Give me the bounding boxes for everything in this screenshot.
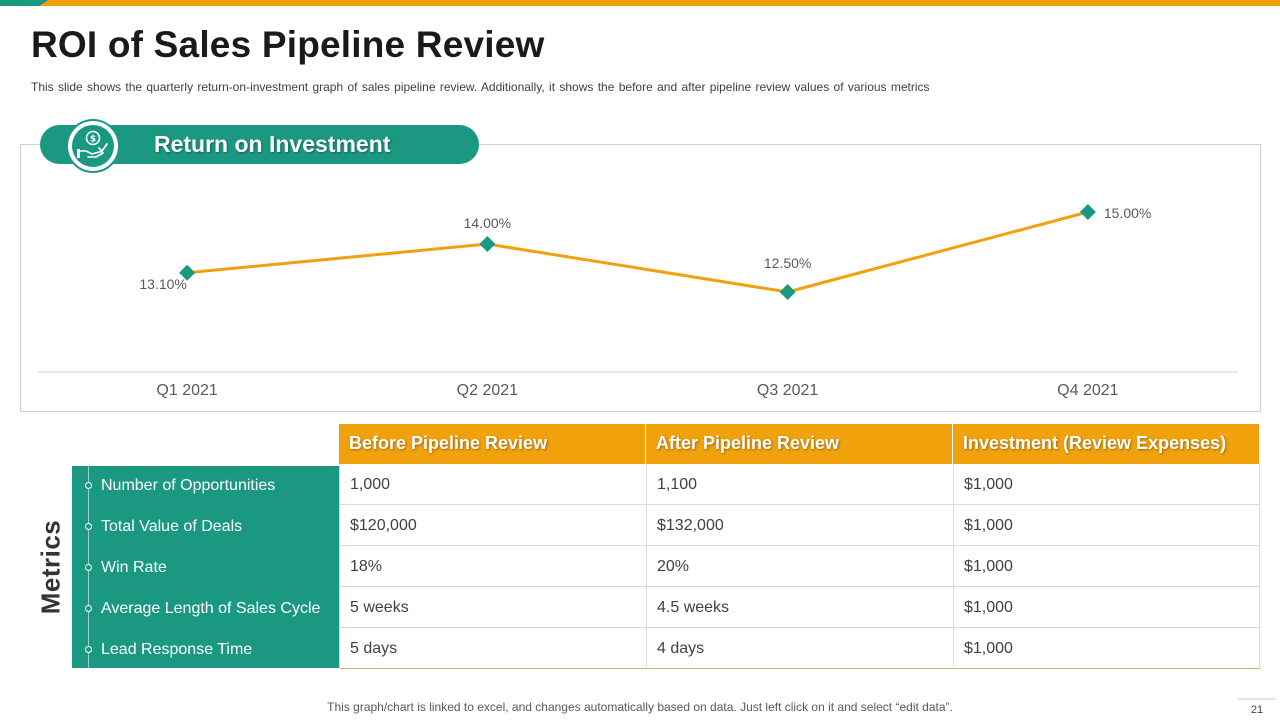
bullet-icon xyxy=(85,482,92,489)
metrics-table: 1,000 1,100 $1,000 $120,000 $132,000 $1,… xyxy=(339,464,1260,669)
roi-icon-badge: $ xyxy=(66,119,120,173)
table-cell-investment: $1,000 xyxy=(953,505,1260,546)
table-header-label: After Pipeline Review xyxy=(656,433,840,453)
x-tick-label: Q2 2021 xyxy=(457,382,518,399)
table-cell-before: $120,000 xyxy=(339,505,646,546)
cell-value: $1,000 xyxy=(964,640,1013,657)
page-subtitle: This slide shows the quarterly return-on… xyxy=(31,80,930,94)
metrics-side-label: Metrics xyxy=(36,466,66,668)
metric-label: Win Rate xyxy=(101,559,167,576)
data-label: 15.00% xyxy=(1104,205,1151,221)
x-tick-label: Q3 2021 xyxy=(757,382,818,399)
table-cell-before: 5 days xyxy=(339,628,646,669)
data-point-marker xyxy=(1079,204,1096,220)
page-number: 21 xyxy=(1238,698,1276,718)
cell-value: 4 days xyxy=(657,640,705,657)
data-point-marker xyxy=(479,236,496,252)
roi-line-chart[interactable]: Q1 2021 Q2 2021 Q3 2021 Q4 2021 13.10% 14.00%… xyxy=(21,145,1262,413)
metric-label: Total Value of Deals xyxy=(101,518,243,535)
cell-value: $1,000 xyxy=(964,558,1013,575)
metrics-side-label-text: Metrics xyxy=(35,519,66,615)
cell-value: 5 weeks xyxy=(350,599,409,616)
page-title: ROI of Sales Pipeline Review xyxy=(31,24,545,65)
data-point-marker xyxy=(779,284,796,300)
table-cell-investment: $1,000 xyxy=(953,587,1260,628)
table-cell-investment: $1,000 xyxy=(953,546,1260,587)
x-tick-label: Q1 2021 xyxy=(156,382,217,399)
cell-value: 4.5 weeks xyxy=(657,599,730,616)
metric-row: Number of Opportunities xyxy=(72,466,339,506)
cell-value: $120,000 xyxy=(350,517,417,534)
metric-row: Lead Response Time xyxy=(72,630,339,670)
footer-note: This graph/chart is linked to excel, and… xyxy=(327,700,953,714)
metric-row: Total Value of Deals xyxy=(72,507,339,547)
table-cell-after: 1,100 xyxy=(646,464,953,505)
metrics-column: Number of Opportunities Total Value of D… xyxy=(72,466,339,668)
top-accent-bar xyxy=(0,0,1280,6)
table-header-after: After Pipeline Review xyxy=(646,424,953,464)
metric-row: Win Rate xyxy=(72,548,339,588)
table-cell-after: $132,000 xyxy=(646,505,953,546)
table-cell-after: 4 days xyxy=(646,628,953,669)
data-label: 14.00% xyxy=(464,215,511,231)
bullet-icon xyxy=(85,564,92,571)
table-header-label: Before Pipeline Review xyxy=(349,433,548,453)
bullet-icon xyxy=(85,523,92,530)
cell-value: 20% xyxy=(657,558,690,575)
roi-series-line xyxy=(186,210,1089,294)
cell-value: $1,000 xyxy=(964,599,1013,616)
x-tick-label: Q4 2021 xyxy=(1057,382,1118,399)
top-accent-bar-teal xyxy=(0,0,48,6)
table-cell-investment: $1,000 xyxy=(953,628,1260,669)
cell-value: 1,000 xyxy=(350,476,391,493)
metric-label: Number of Opportunities xyxy=(101,477,276,494)
table-header-label: Investment (Review Expenses) xyxy=(963,433,1227,453)
roi-chart[interactable]: Q1 2021 Q2 2021 Q3 2021 Q4 2021 13.10% 14.00%… xyxy=(20,144,1261,412)
svg-text:$: $ xyxy=(90,135,96,145)
metric-label: Lead Response Time xyxy=(101,641,253,658)
metric-row: Average Length of Sales Cycle xyxy=(72,589,339,629)
roi-section-label: Return on Investment xyxy=(154,131,391,157)
table-cell-before: 1,000 xyxy=(339,464,646,505)
cell-value: $1,000 xyxy=(964,517,1013,534)
table-cell-before: 18% xyxy=(339,546,646,587)
money-hand-icon: $ xyxy=(72,125,114,167)
cell-value: $1,000 xyxy=(964,476,1013,493)
table-cell-after: 4.5 weeks xyxy=(646,587,953,628)
data-label: 12.50% xyxy=(764,255,811,271)
table-header-before: Before Pipeline Review xyxy=(339,424,646,464)
cell-value: 1,100 xyxy=(657,476,698,493)
table-header-investment: Investment (Review Expenses) xyxy=(953,424,1260,464)
cell-value: $132,000 xyxy=(657,517,724,534)
bullet-icon xyxy=(85,605,92,612)
data-point-marker xyxy=(179,264,196,281)
metric-label: Average Length of Sales Cycle xyxy=(101,600,321,617)
data-label: 13.10% xyxy=(139,276,186,292)
bullet-icon xyxy=(85,646,92,653)
table-cell-before: 5 weeks xyxy=(339,587,646,628)
table-cell-after: 20% xyxy=(646,546,953,587)
cell-value: 5 days xyxy=(350,640,398,657)
table-cell-investment: $1,000 xyxy=(953,464,1260,505)
cell-value: 18% xyxy=(350,558,383,575)
